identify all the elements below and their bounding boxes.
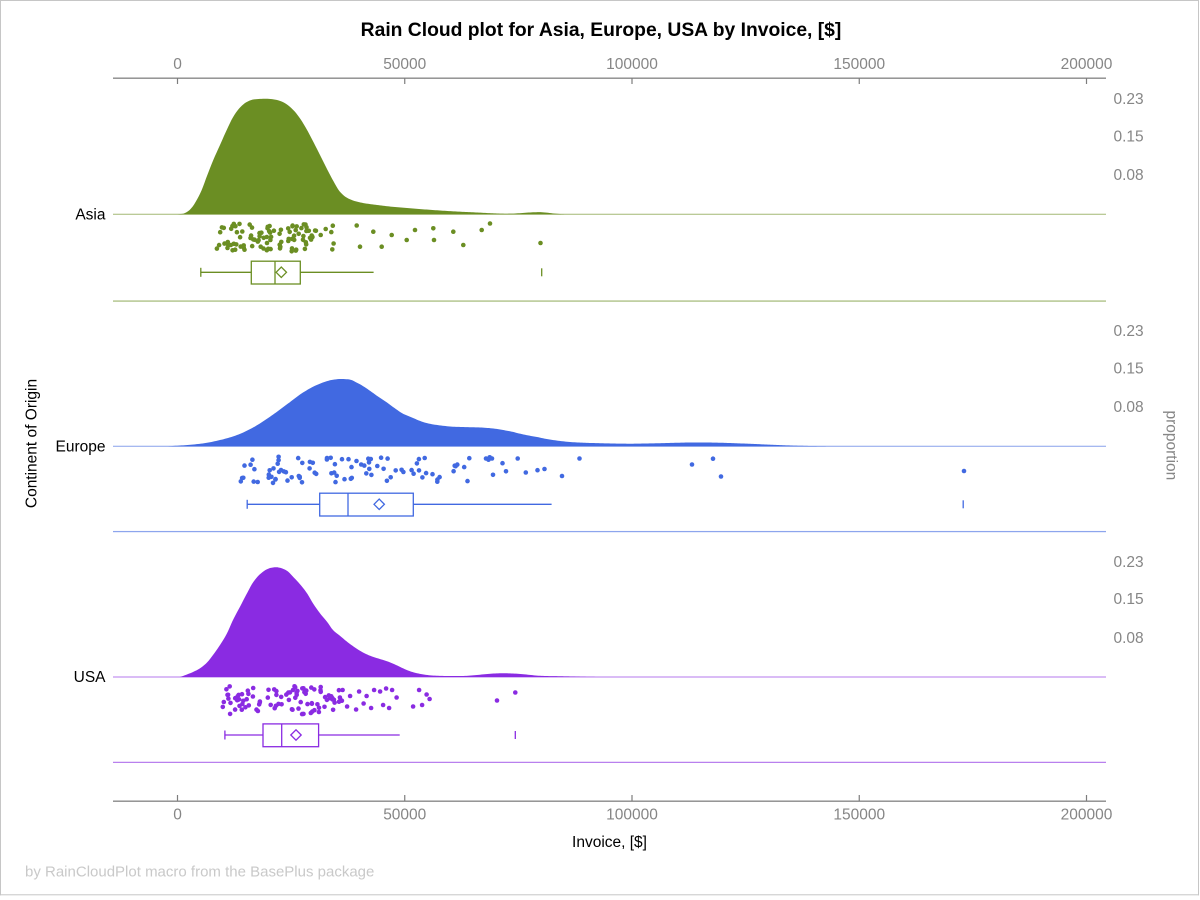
svg-text:0.08: 0.08: [1114, 167, 1144, 184]
svg-text:by RainCloudPlot macro from th: by RainCloudPlot macro from the BasePlus…: [25, 864, 374, 881]
svg-text:0.08: 0.08: [1114, 630, 1144, 647]
svg-text:150000: 150000: [833, 807, 885, 824]
svg-text:0: 0: [173, 807, 182, 824]
svg-text:0.23: 0.23: [1114, 554, 1144, 571]
svg-text:50000: 50000: [383, 807, 426, 824]
svg-text:Rain Cloud plot for Asia, Euro: Rain Cloud plot for Asia, Europe, USA by…: [361, 20, 842, 41]
svg-text:0.08: 0.08: [1114, 399, 1144, 416]
svg-text:0.23: 0.23: [1114, 91, 1144, 108]
svg-text:0.15: 0.15: [1114, 129, 1144, 146]
svg-text:200000: 200000: [1061, 807, 1113, 824]
svg-text:Continent of Origin: Continent of Origin: [24, 379, 41, 508]
svg-text:0.23: 0.23: [1114, 323, 1144, 340]
svg-text:100000: 100000: [606, 56, 658, 73]
svg-text:USA: USA: [74, 669, 107, 686]
svg-text:200000: 200000: [1061, 56, 1113, 73]
svg-text:Europe: Europe: [56, 439, 106, 456]
svg-text:50000: 50000: [383, 56, 426, 73]
svg-text:0: 0: [173, 56, 182, 73]
svg-text:150000: 150000: [833, 56, 885, 73]
svg-text:Invoice, [$]: Invoice, [$]: [572, 834, 647, 851]
svg-text:100000: 100000: [606, 807, 658, 824]
svg-text:proportion: proportion: [1163, 411, 1180, 481]
svg-text:0.15: 0.15: [1114, 591, 1144, 608]
svg-text:Asia: Asia: [75, 207, 106, 224]
svg-text:0.15: 0.15: [1114, 361, 1144, 378]
